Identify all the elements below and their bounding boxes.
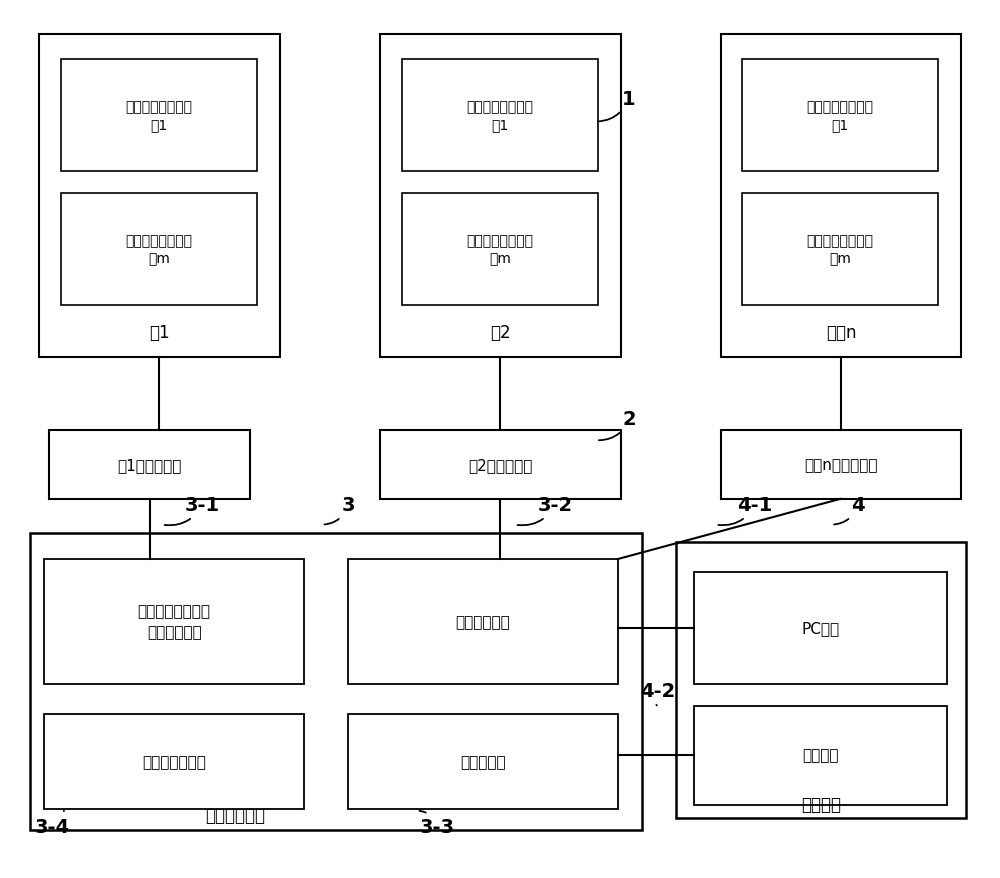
Bar	[402, 61, 598, 172]
Text: 云检测识别采集终
端1: 云检测识别采集终 端1	[466, 100, 534, 133]
Text: 云网络服务器: 云网络服务器	[455, 615, 510, 630]
Bar	[380, 34, 621, 357]
Text: 4: 4	[834, 496, 864, 525]
Text: 工厂n接口服务器: 工厂n接口服务器	[804, 457, 877, 472]
Bar	[348, 715, 618, 809]
Text: 移动终端: 移动终端	[802, 748, 839, 763]
Bar	[44, 715, 304, 809]
Text: 大数据存储设备: 大数据存储设备	[142, 754, 206, 769]
Text: 云检测识别采集终
端m: 云检测识别采集终 端m	[466, 234, 534, 266]
Text: 3: 3	[324, 496, 355, 525]
Bar	[380, 430, 621, 500]
Bar	[348, 559, 618, 684]
Text: 4-1: 4-1	[718, 496, 772, 526]
Bar	[694, 572, 947, 684]
Text: 3-2: 3-2	[517, 496, 572, 526]
Text: 能耗模型库: 能耗模型库	[460, 754, 506, 769]
Text: 1: 1	[598, 90, 635, 122]
Bar	[61, 194, 257, 306]
Bar	[720, 430, 961, 500]
Bar	[30, 534, 642, 831]
Text: 云端资源模块: 云端资源模块	[205, 807, 265, 824]
Text: PC终端: PC终端	[801, 621, 840, 636]
Text: 工2接口服务器: 工2接口服务器	[468, 457, 533, 472]
Text: 云检测识别采集终
端1: 云检测识别采集终 端1	[807, 100, 874, 133]
Bar	[742, 61, 938, 172]
Text: 工1接口服务器: 工1接口服务器	[117, 457, 182, 472]
Text: 3-4: 3-4	[34, 810, 70, 836]
Text: 工2: 工2	[490, 324, 510, 342]
Text: 工1: 工1	[149, 324, 170, 342]
Text: 3-1: 3-1	[165, 496, 220, 526]
Bar	[49, 430, 250, 500]
Text: 4-2: 4-2	[640, 680, 675, 706]
Bar	[61, 61, 257, 172]
Bar	[44, 559, 304, 684]
Text: 云检测识别采集终
端m: 云检测识别采集终 端m	[125, 234, 192, 266]
Text: 3-3: 3-3	[419, 811, 455, 836]
Text: 2: 2	[599, 410, 636, 441]
Bar	[402, 194, 598, 306]
Bar	[39, 34, 280, 357]
Text: 面向用户和任务的
云应用服务器: 面向用户和任务的 云应用服务器	[138, 604, 211, 640]
Text: 云检测识别采集终
端1: 云检测识别采集终 端1	[125, 100, 192, 133]
Bar	[676, 543, 966, 817]
Text: 云检测识别采集终
端m: 云检测识别采集终 端m	[807, 234, 874, 266]
Bar	[742, 194, 938, 306]
Bar	[720, 34, 961, 357]
Bar	[694, 706, 947, 804]
Text: 应用终端: 应用终端	[801, 795, 841, 813]
Text: 工厂n: 工厂n	[826, 324, 856, 342]
